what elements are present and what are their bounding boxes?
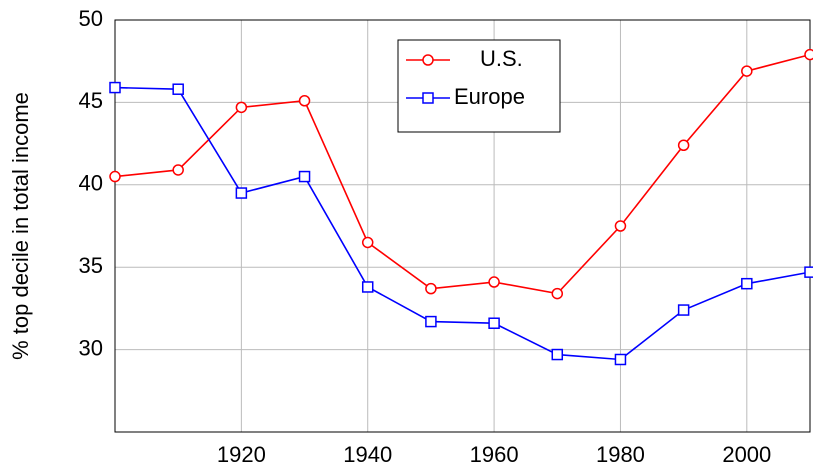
plot-frame — [114, 19, 811, 433]
marker — [425, 282, 437, 295]
marker — [677, 139, 690, 151]
y-tick-label: 45 — [79, 88, 103, 113]
marker — [235, 187, 248, 199]
legend-label: U.S. — [480, 46, 523, 71]
marker — [614, 220, 627, 232]
x-tick-label: 1960 — [470, 442, 519, 467]
marker — [804, 48, 813, 61]
marker — [425, 315, 437, 328]
marker — [172, 83, 184, 95]
x-tick-label: 1920 — [217, 442, 266, 467]
y-axis-label: % top decile in total income — [8, 92, 33, 360]
x-tick-label: 2000 — [722, 442, 771, 467]
marker — [109, 170, 121, 183]
marker — [361, 236, 374, 249]
marker — [488, 276, 500, 288]
marker — [298, 95, 311, 107]
series-line — [114, 53, 811, 295]
marker — [551, 287, 564, 300]
marker — [551, 348, 564, 361]
legend-label: Europe — [454, 84, 525, 109]
y-tick-label: 40 — [79, 171, 103, 196]
marker — [614, 353, 627, 366]
x-tick-label: 1980 — [596, 442, 645, 467]
series-line — [114, 86, 811, 361]
marker — [677, 304, 690, 316]
marker — [422, 92, 434, 104]
x-tick-label: 1940 — [343, 442, 392, 467]
marker — [172, 164, 184, 176]
marker — [422, 54, 434, 66]
marker — [361, 281, 374, 293]
marker — [109, 81, 121, 94]
marker — [741, 65, 753, 77]
marker — [488, 317, 500, 329]
y-tick-label: 35 — [79, 253, 103, 278]
marker — [804, 266, 813, 278]
marker — [298, 170, 311, 183]
y-tick-label: 50 — [79, 6, 103, 31]
y-tick-label: 30 — [79, 335, 103, 360]
marker — [741, 277, 753, 290]
marker — [235, 101, 248, 114]
